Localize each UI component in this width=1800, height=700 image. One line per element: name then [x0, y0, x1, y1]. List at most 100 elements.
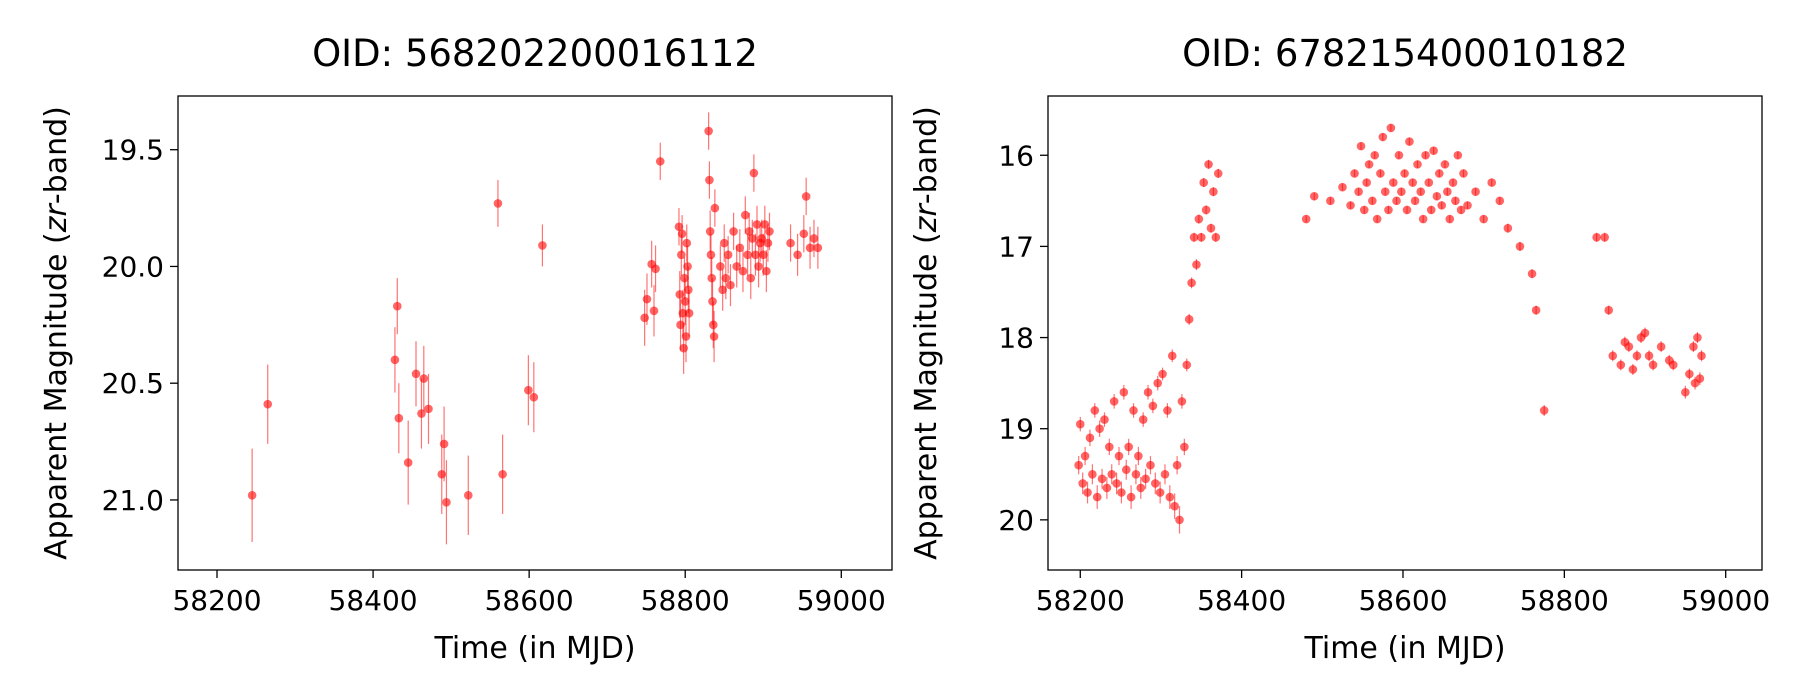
data-point	[529, 392, 539, 402]
data-point	[1429, 146, 1438, 155]
data-point	[1644, 351, 1654, 361]
data-point	[1405, 137, 1414, 146]
data-point	[1146, 460, 1155, 470]
data-point	[1424, 178, 1434, 187]
data-point	[1448, 178, 1458, 187]
y-tick-label: 20	[998, 504, 1034, 537]
data-point	[1167, 351, 1177, 361]
data-point	[1354, 187, 1363, 197]
data-point	[762, 266, 771, 276]
data-point	[417, 409, 426, 418]
data-point	[752, 220, 762, 229]
data-point	[1338, 182, 1347, 192]
data-point	[751, 250, 760, 260]
x-tick-label: 58600	[485, 584, 574, 617]
data-point	[1681, 387, 1690, 397]
data-point	[1628, 365, 1638, 374]
y-axis-label: Apparent Magnitude (zr-band)	[39, 106, 74, 560]
data-point	[1074, 460, 1083, 470]
data-point	[1693, 333, 1702, 342]
data-point	[1346, 201, 1355, 210]
data-point	[1151, 479, 1160, 488]
data-point	[1397, 187, 1406, 197]
data-point	[1177, 397, 1187, 406]
data-point	[1112, 479, 1121, 488]
data-point	[710, 203, 720, 213]
data-point	[721, 273, 731, 283]
data-point	[1386, 123, 1396, 133]
data-point	[1413, 160, 1422, 169]
y-tick-label: 17	[998, 230, 1034, 263]
data-point	[1148, 401, 1158, 411]
data-point	[1184, 315, 1194, 324]
x-tick-label: 58600	[1358, 584, 1447, 617]
data-point	[1443, 187, 1452, 197]
data-point	[1088, 469, 1097, 479]
y-tick-label: 18	[998, 322, 1034, 355]
data-point	[1459, 169, 1468, 178]
data-point	[1196, 232, 1206, 242]
data-point	[1189, 232, 1199, 242]
data-point	[1451, 196, 1460, 206]
data-point	[1309, 191, 1319, 201]
data-point	[1368, 196, 1377, 206]
data-point	[1376, 169, 1385, 178]
data-point	[1697, 351, 1706, 361]
data-point	[1121, 465, 1131, 475]
data-point	[1527, 269, 1537, 279]
data-point	[1143, 387, 1153, 397]
data-point	[683, 262, 692, 271]
data-point	[1689, 342, 1698, 351]
data-point	[1117, 488, 1126, 497]
data-point	[1078, 479, 1087, 488]
data-point	[1453, 150, 1463, 160]
data-point	[1141, 474, 1150, 484]
x-tick-label: 58400	[329, 584, 418, 617]
data-point	[677, 250, 686, 260]
data-point	[419, 374, 429, 383]
data-point	[1209, 187, 1218, 197]
data-point	[1213, 169, 1223, 178]
data-point	[1604, 305, 1614, 315]
data-point	[1155, 488, 1165, 497]
data-point	[1194, 214, 1204, 224]
data-point	[1418, 214, 1428, 224]
data-point	[247, 490, 257, 500]
data-point	[1075, 419, 1085, 429]
data-point	[640, 313, 649, 323]
data-point	[786, 238, 795, 248]
x-tick-label: 59000	[1681, 584, 1770, 617]
data-point	[1648, 360, 1658, 370]
data-point	[674, 222, 684, 232]
data-point	[675, 290, 685, 299]
data-point	[709, 320, 718, 330]
y-tick-label: 20.0	[102, 250, 164, 283]
data-point	[392, 301, 402, 311]
data-point	[748, 234, 757, 243]
data-point	[263, 399, 273, 409]
y-tick-label: 21.0	[102, 484, 164, 517]
data-point	[1138, 415, 1148, 424]
data-point	[1080, 451, 1090, 461]
data-point	[1163, 406, 1172, 415]
data-point	[743, 250, 752, 260]
data-point	[735, 243, 745, 253]
chart-title: OID: 568202200016112	[312, 32, 758, 75]
data-point	[1456, 205, 1466, 215]
data-point	[1370, 150, 1380, 160]
data-point	[1624, 342, 1634, 351]
data-point	[813, 243, 823, 253]
data-point	[1372, 214, 1382, 224]
data-point	[439, 439, 449, 449]
data-point	[1105, 442, 1114, 452]
data-point	[1124, 442, 1133, 452]
y-tick-label: 19.5	[102, 134, 164, 167]
data-point	[1182, 360, 1192, 370]
x-tick-label: 58800	[1520, 584, 1609, 617]
data-point	[1437, 201, 1447, 210]
data-point	[705, 175, 714, 185]
data-point	[1384, 205, 1393, 215]
data-point	[1364, 160, 1374, 169]
data-point	[1095, 424, 1104, 434]
data-point	[1085, 433, 1095, 443]
